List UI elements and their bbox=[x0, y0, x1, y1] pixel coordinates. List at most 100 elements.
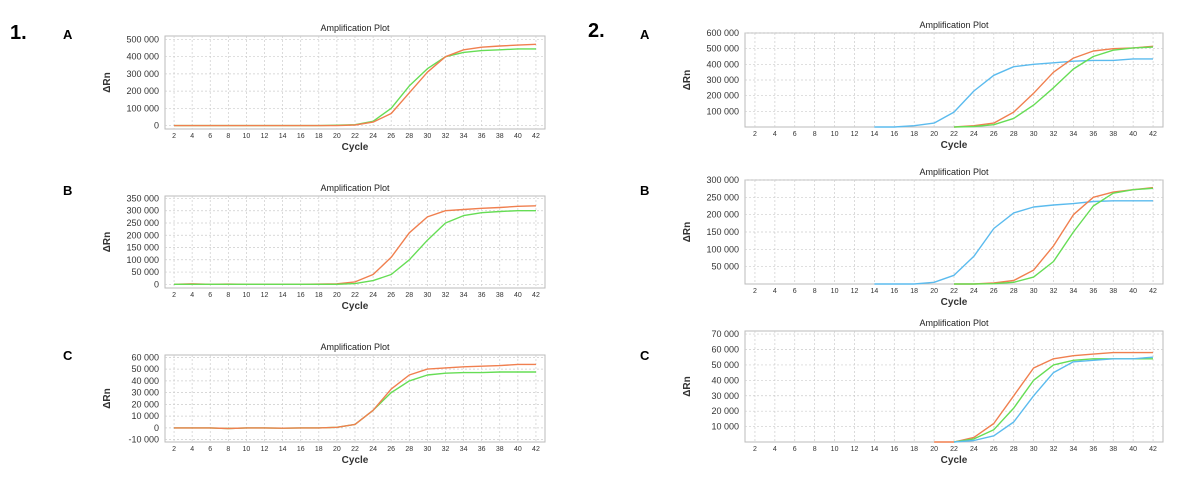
x-tick-label: 34 bbox=[1070, 446, 1078, 453]
y-tick-label: 300 000 bbox=[706, 175, 739, 185]
y-tick-label: 60 000 bbox=[711, 345, 739, 355]
chart-2b: 2 4 6 8 10 12 14 16 18 20 22 24 26 28 30 32 34 36 38 40 4250… bbox=[682, 167, 1164, 308]
panel-1b-label: B bbox=[63, 183, 73, 198]
x-tick-label: 30 bbox=[423, 292, 431, 299]
x-tick-label: 40 bbox=[1129, 288, 1137, 295]
x-tick-label: 36 bbox=[1089, 446, 1097, 453]
chart-title: Amplification Plot bbox=[320, 342, 390, 352]
y-tick-label: 40 000 bbox=[131, 376, 159, 386]
y-axis-label: ΔRn bbox=[682, 376, 693, 397]
x-tick-label: 42 bbox=[1149, 131, 1157, 138]
x-tick-label: 4 bbox=[190, 446, 194, 453]
x-tick-label: 14 bbox=[870, 131, 878, 138]
x-tick-label: 20 bbox=[930, 446, 938, 453]
y-tick-label: 50 000 bbox=[131, 267, 159, 277]
x-tick-label: 8 bbox=[813, 446, 817, 453]
x-tick-label: 30 bbox=[1030, 131, 1038, 138]
x-tick-label: 40 bbox=[514, 446, 522, 453]
x-tick-label: 32 bbox=[1050, 446, 1058, 453]
x-tick-label: 42 bbox=[532, 292, 540, 299]
y-tick-label: 0 bbox=[154, 423, 159, 433]
x-tick-label: 14 bbox=[870, 446, 878, 453]
x-tick-label: 18 bbox=[315, 292, 323, 299]
x-tick-label: 36 bbox=[478, 292, 486, 299]
x-tick-label: 36 bbox=[478, 446, 486, 453]
y-tick-label: 200 000 bbox=[126, 230, 159, 240]
chart-title: Amplification Plot bbox=[320, 183, 390, 193]
x-tick-label: 34 bbox=[460, 133, 468, 140]
y-tick-label: 300 000 bbox=[126, 206, 159, 216]
x-tick-label: 4 bbox=[773, 288, 777, 295]
y-tick-label: 150 000 bbox=[126, 243, 159, 253]
y-tick-label: 300 000 bbox=[706, 75, 739, 85]
x-tick-label: 6 bbox=[793, 446, 797, 453]
chart-1a: 2 4 6 8 10 12 14 16 18 20 22 24 26 28 30 32 34 36 38 40 4201… bbox=[102, 23, 546, 153]
x-tick-label: 36 bbox=[1089, 131, 1097, 138]
x-tick-label: 28 bbox=[1010, 288, 1018, 295]
x-tick-label: 14 bbox=[870, 288, 878, 295]
x-tick-label: 38 bbox=[1109, 288, 1117, 295]
y-axis-label: ΔRn bbox=[102, 232, 113, 253]
x-axis-label: Cycle bbox=[342, 142, 369, 153]
x-tick-label: 8 bbox=[813, 131, 817, 138]
x-tick-label: 12 bbox=[261, 133, 269, 140]
x-tick-label: 16 bbox=[297, 292, 305, 299]
x-tick-label: 22 bbox=[351, 133, 359, 140]
x-tick-label: 30 bbox=[1030, 288, 1038, 295]
y-axis-label: ΔRn bbox=[102, 388, 113, 409]
y-tick-label: 50 000 bbox=[131, 364, 159, 374]
x-tick-label: 24 bbox=[970, 446, 978, 453]
y-tick-label: 250 000 bbox=[126, 218, 159, 228]
x-tick-label: 22 bbox=[950, 131, 958, 138]
x-tick-label: 34 bbox=[460, 292, 468, 299]
y-tick-label: 200 000 bbox=[706, 210, 739, 220]
y-tick-label: 40 000 bbox=[711, 375, 739, 385]
x-tick-label: 24 bbox=[369, 133, 377, 140]
x-tick-label: 2 bbox=[753, 288, 757, 295]
group-1-label: 1. bbox=[10, 22, 27, 44]
y-tick-label: 20 000 bbox=[711, 406, 739, 416]
series-line-green bbox=[953, 46, 1154, 128]
x-axis-label: Cycle bbox=[941, 455, 968, 466]
x-tick-label: 36 bbox=[478, 133, 486, 140]
y-tick-label: 100 000 bbox=[706, 106, 739, 116]
x-tick-label: 26 bbox=[387, 292, 395, 299]
y-tick-label: 500 000 bbox=[706, 44, 739, 54]
x-tick-label: 14 bbox=[279, 446, 287, 453]
y-axis-label: ΔRn bbox=[682, 70, 693, 91]
panel-2b-label: B bbox=[640, 183, 650, 198]
x-tick-label: 2 bbox=[172, 446, 176, 453]
x-tick-label: 30 bbox=[423, 446, 431, 453]
y-tick-label: 350 000 bbox=[126, 193, 159, 203]
x-tick-label: 36 bbox=[1089, 288, 1097, 295]
x-tick-label: 20 bbox=[333, 446, 341, 453]
x-tick-label: 38 bbox=[1109, 131, 1117, 138]
y-tick-label: 60 000 bbox=[131, 352, 159, 362]
x-tick-label: 4 bbox=[773, 131, 777, 138]
y-tick-label: 400 000 bbox=[706, 59, 739, 69]
y-tick-label: 30 000 bbox=[711, 391, 739, 401]
x-tick-label: 20 bbox=[333, 292, 341, 299]
y-tick-label: 100 000 bbox=[126, 255, 159, 265]
x-tick-label: 10 bbox=[831, 131, 839, 138]
chart-1b: 2 4 6 8 10 12 14 16 18 20 22 24 26 28 30 32 34 36 38 40 4205… bbox=[102, 183, 546, 312]
x-tick-label: 18 bbox=[910, 288, 918, 295]
x-tick-label: 4 bbox=[773, 446, 777, 453]
series-line-orange bbox=[934, 351, 1153, 443]
series-line-green bbox=[954, 187, 1154, 285]
y-tick-label: 100 000 bbox=[126, 103, 159, 113]
y-tick-label: 0 bbox=[154, 279, 159, 289]
x-tick-label: 12 bbox=[851, 446, 859, 453]
series-line-blue bbox=[874, 200, 1153, 285]
y-tick-label: 500 000 bbox=[126, 34, 159, 44]
x-tick-label: 22 bbox=[950, 446, 958, 453]
chart-1c: 2 4 6 8 10 12 14 16 18 20 22 24 26 28 30 32 34 36 38 40 42-1… bbox=[102, 342, 546, 466]
y-tick-label: 50 000 bbox=[711, 262, 739, 272]
x-tick-label: 2 bbox=[172, 292, 176, 299]
x-axis-label: Cycle bbox=[342, 301, 369, 312]
x-axis-label: Cycle bbox=[342, 455, 369, 466]
x-tick-label: 22 bbox=[950, 288, 958, 295]
x-tick-label: 42 bbox=[532, 446, 540, 453]
panel-2c-label: C bbox=[640, 348, 650, 363]
